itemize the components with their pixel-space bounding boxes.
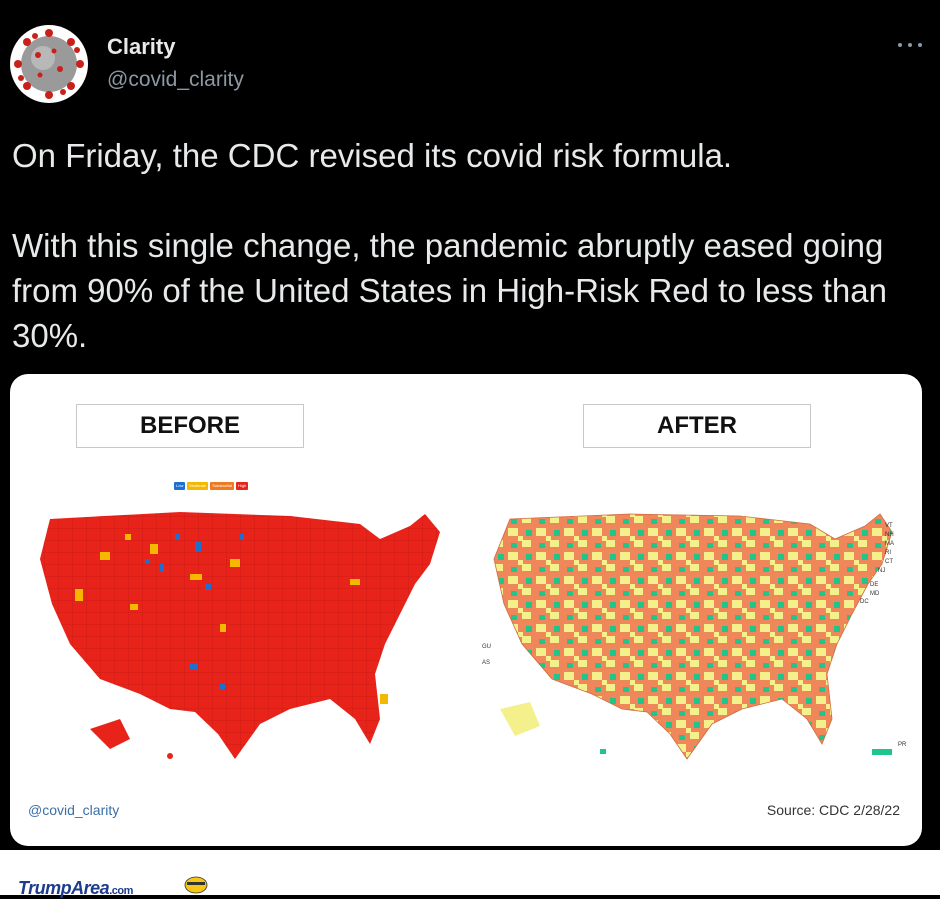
svg-text:AS: AS [482,660,490,666]
svg-text:GU: GU [482,644,491,650]
svg-text:NH: NH [885,532,894,538]
legend-item-substantial: Substantial [210,482,235,490]
legend-item-moderate: Moderate [187,482,209,490]
virus-icon [14,29,84,99]
svg-text:DC: DC [860,599,869,605]
after-label: AFTER [583,404,811,448]
svg-text:CT: CT [885,559,893,565]
svg-text:PR: PR [898,742,907,748]
svg-text:MD: MD [870,591,880,597]
svg-text:NJ: NJ [878,568,885,574]
site-logo-suffix: .com [109,885,133,897]
svg-text:RI: RI [885,550,891,556]
tweet-image[interactable]: BEFORE AFTER Low Moderate Substantial Hi… [10,374,922,846]
tweet-paragraph: With this single change, the pandemic ab… [12,227,887,354]
more-options-icon[interactable] [898,38,922,52]
before-label: BEFORE [76,404,304,448]
svg-text:VT: VT [885,523,893,529]
map-legend: Low Moderate Substantial High [174,482,249,490]
emoji-badge-icon [184,876,208,894]
legend-item-high: High [236,482,249,490]
image-source: Source: CDC 2/28/22 [766,802,900,818]
image-credit: @covid_clarity [28,802,120,818]
site-logo: TrumpArea.com [18,878,133,899]
tweet-text: On Friday, the CDC revised its covid ris… [12,133,922,358]
site-logo-text: TrumpArea [18,878,110,898]
svg-text:DE: DE [870,582,878,588]
display-name[interactable]: Clarity [107,34,176,59]
watermark-bar: TrumpArea.com [0,850,940,898]
avatar[interactable] [10,25,88,103]
legend-item-low: Low [174,482,186,490]
svg-text:MA: MA [885,541,894,547]
before-map [40,512,440,759]
user-handle[interactable]: @covid_clarity [107,68,244,91]
tweet-paragraph: On Friday, the CDC revised its covid ris… [12,137,733,174]
